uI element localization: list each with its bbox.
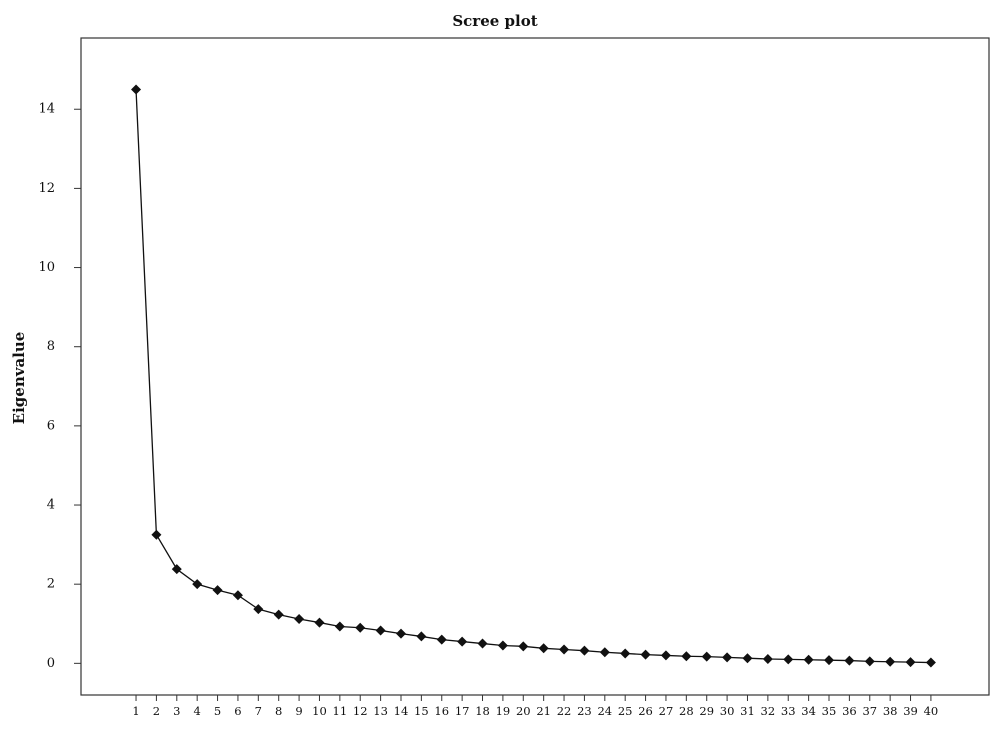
data-point — [783, 654, 794, 665]
data-point — [355, 622, 366, 633]
data-point — [416, 631, 427, 642]
x-tick-label: 2 — [153, 704, 160, 718]
data-point — [864, 656, 875, 667]
data-point — [497, 640, 508, 651]
data-point — [742, 653, 753, 664]
data-point — [620, 648, 631, 659]
series-line — [135, 89, 931, 664]
x-tick-label: 9 — [295, 704, 302, 718]
x-tick-label: 21 — [536, 704, 551, 718]
data-point — [640, 649, 651, 660]
x-tick-label: 28 — [679, 704, 694, 718]
x-tick-label: 17 — [455, 704, 470, 718]
data-point — [722, 652, 733, 663]
data-point — [803, 654, 814, 665]
data-point — [457, 636, 468, 647]
x-tick-label: 22 — [557, 704, 572, 718]
data-point — [559, 644, 570, 655]
data-point — [273, 609, 284, 620]
y-tick-label: 4 — [47, 498, 55, 513]
x-tick-label: 25 — [618, 704, 633, 718]
x-tick-label: 27 — [659, 704, 674, 718]
data-point — [192, 579, 203, 590]
x-tick-label: 37 — [862, 704, 877, 718]
x-tick-label: 5 — [214, 704, 221, 718]
data-point — [131, 84, 142, 95]
x-tick-label: 38 — [883, 704, 898, 718]
x-tick-label: 33 — [781, 704, 796, 718]
x-tick-label: 35 — [822, 704, 837, 718]
data-point — [885, 656, 896, 667]
x-tick-label: 4 — [194, 704, 201, 718]
y-tick-label: 2 — [47, 577, 55, 592]
data-point — [477, 638, 488, 649]
x-tick-label: 12 — [353, 704, 368, 718]
x-tick-label: 32 — [761, 704, 776, 718]
y-tick-label: 0 — [47, 656, 55, 671]
y-tick-label: 14 — [38, 102, 55, 117]
data-point — [395, 628, 406, 639]
x-tick-label: 6 — [234, 704, 241, 718]
x-tick-label: 8 — [275, 704, 282, 718]
plot-frame — [80, 37, 990, 696]
x-tick-label: 26 — [638, 704, 653, 718]
x-tick-label: 40 — [924, 704, 939, 718]
data-point — [905, 657, 916, 668]
data-point — [212, 585, 223, 596]
x-tick-label: 14 — [394, 704, 409, 718]
x-tick-label: 30 — [720, 704, 735, 718]
x-tick-label: 10 — [312, 704, 327, 718]
data-point — [701, 651, 712, 662]
data-point — [314, 617, 325, 628]
data-point — [660, 650, 671, 661]
x-tick-label: 3 — [173, 704, 180, 718]
data-point — [375, 625, 386, 636]
x-tick-label: 13 — [373, 704, 388, 718]
data-point — [518, 641, 529, 652]
data-point — [824, 655, 835, 666]
x-tick-label: 19 — [496, 704, 511, 718]
data-point — [294, 614, 305, 625]
data-point — [762, 653, 773, 664]
data-point — [171, 564, 182, 575]
data-point — [232, 590, 243, 601]
data-point — [334, 621, 345, 632]
y-tick-label: 10 — [38, 260, 55, 275]
y-tick-label: 12 — [38, 181, 55, 196]
x-tick-label: 24 — [597, 704, 612, 718]
data-point — [925, 657, 936, 668]
data-point — [599, 647, 610, 658]
data-point — [579, 645, 590, 656]
x-tick-label: 39 — [903, 704, 918, 718]
x-tick-label: 34 — [801, 704, 816, 718]
x-tick-label: 23 — [577, 704, 592, 718]
y-tick-label: 8 — [47, 339, 55, 354]
data-point — [253, 604, 264, 615]
x-tick-label: 16 — [434, 704, 449, 718]
data-point — [681, 651, 692, 662]
y-tick-label: 6 — [47, 418, 55, 433]
x-tick-label: 15 — [414, 704, 429, 718]
x-tick-label: 20 — [516, 704, 531, 718]
chart-title: Scree plot — [452, 12, 537, 30]
data-point — [538, 643, 549, 654]
x-tick-label: 7 — [255, 704, 262, 718]
x-tick-label: 1 — [132, 704, 139, 718]
y-axis-label: Eigenvalue — [10, 332, 28, 425]
data-point — [151, 529, 162, 540]
data-point — [844, 655, 855, 666]
x-tick-label: 11 — [333, 704, 348, 718]
x-tick-label: 29 — [699, 704, 714, 718]
x-tick-label: 31 — [740, 704, 755, 718]
x-tick-label: 18 — [475, 704, 490, 718]
x-tick-label: 36 — [842, 704, 857, 718]
data-point — [436, 634, 447, 645]
